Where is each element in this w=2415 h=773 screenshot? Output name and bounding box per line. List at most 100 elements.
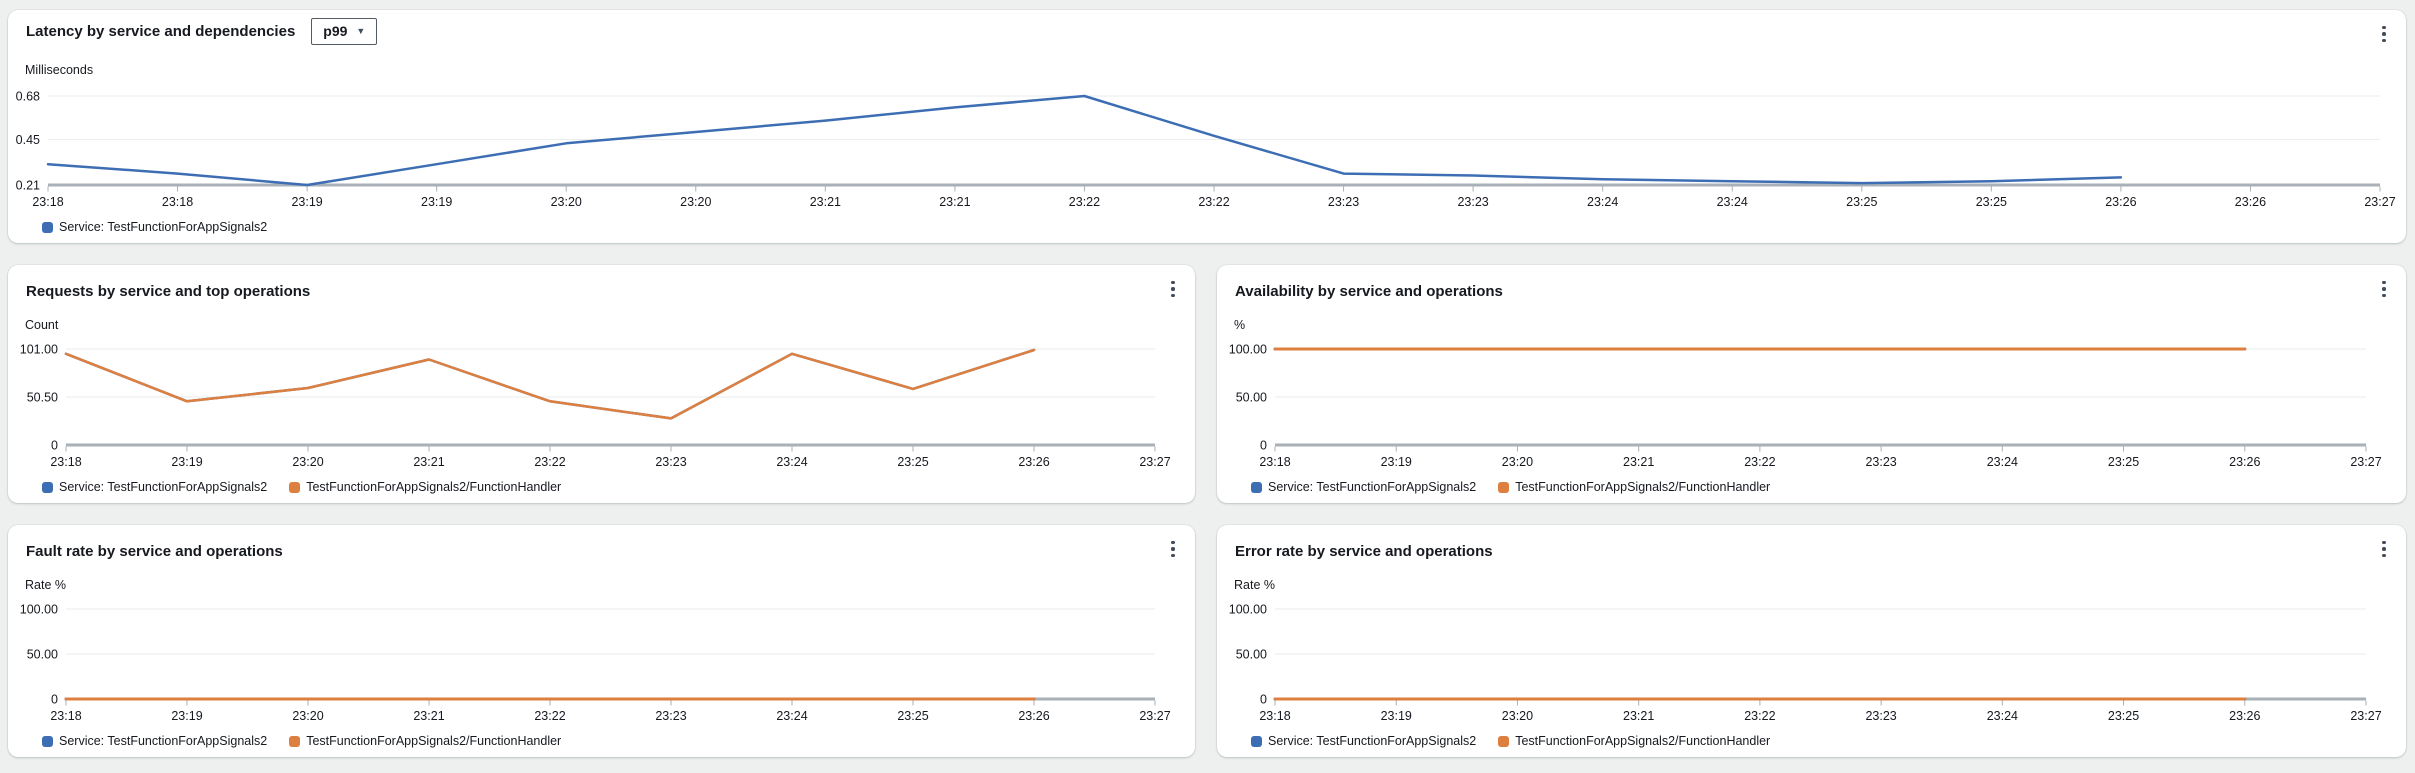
legend-item[interactable]: Service: TestFunctionForAppSignals2: [42, 220, 267, 234]
svg-text:23:19: 23:19: [421, 195, 452, 209]
svg-text:23:21: 23:21: [939, 195, 970, 209]
svg-text:23:22: 23:22: [534, 455, 565, 469]
chart-actions-menu-button[interactable]: [1161, 275, 1185, 303]
legend-swatch: [42, 735, 53, 747]
chart-legend: Service: TestFunctionForAppSignals2 TestF…: [1251, 480, 2386, 494]
svg-text:23:19: 23:19: [1381, 709, 1412, 723]
svg-text:23:23: 23:23: [1328, 195, 1359, 209]
svg-text:23:18: 23:18: [1259, 455, 1290, 469]
requests-chart-card: Requests by service and top operations C…: [8, 265, 1195, 503]
legend-item[interactable]: TestFunctionForAppSignals2/FunctionHandl…: [1498, 480, 1770, 494]
svg-text:0: 0: [51, 439, 58, 453]
chart-legend: Service: TestFunctionForAppSignals2 TestF…: [42, 480, 1175, 494]
svg-text:50.50: 50.50: [27, 391, 58, 405]
chart-title: Error rate by service and operations: [1235, 543, 1493, 560]
svg-text:23:25: 23:25: [897, 455, 928, 469]
svg-text:23:18: 23:18: [1259, 709, 1290, 723]
legend-item[interactable]: TestFunctionForAppSignals2/FunctionHandl…: [1498, 734, 1770, 748]
svg-text:23:27: 23:27: [1139, 455, 1170, 469]
availability-line-chart: 100.00 50.00 0 23:18 23:19 23:20 23:21 23:22 23:…: [1217, 335, 2406, 473]
svg-text:0: 0: [1260, 693, 1267, 707]
svg-text:0.68: 0.68: [16, 90, 40, 104]
svg-text:23:21: 23:21: [413, 455, 444, 469]
chart-actions-menu-button[interactable]: [2372, 535, 2396, 563]
chart-legend: Service: TestFunctionForAppSignals2 TestF…: [1251, 734, 2386, 748]
svg-text:50.00: 50.00: [1236, 648, 1267, 662]
svg-text:23:22: 23:22: [1069, 195, 1100, 209]
svg-text:23:26: 23:26: [1018, 455, 1049, 469]
legend-item[interactable]: TestFunctionForAppSignals2/FunctionHandl…: [289, 480, 561, 494]
svg-text:23:21: 23:21: [810, 195, 841, 209]
svg-text:100.00: 100.00: [20, 603, 58, 617]
svg-text:23:20: 23:20: [292, 455, 323, 469]
svg-text:23:22: 23:22: [1198, 195, 1229, 209]
card-header: Fault rate by service and operations: [26, 543, 1135, 561]
chart-actions-menu-button[interactable]: [2372, 20, 2396, 48]
y-axis-unit-label: Milliseconds: [25, 63, 94, 77]
legend-label: TestFunctionForAppSignals2/FunctionHandl…: [306, 480, 562, 494]
legend-item[interactable]: Service: TestFunctionForAppSignals2: [1251, 734, 1476, 748]
svg-text:23:24: 23:24: [776, 455, 807, 469]
svg-text:23:19: 23:19: [171, 709, 202, 723]
chart-title: Latency by service and dependencies: [26, 22, 296, 40]
fault-rate-chart-card: Fault rate by service and operations Rat…: [8, 525, 1195, 757]
svg-text:23:18: 23:18: [50, 709, 81, 723]
legend-label: Service: TestFunctionForAppSignals2: [59, 480, 268, 494]
availability-chart-card: Availability by service and operations %…: [1217, 265, 2406, 503]
svg-text:23:20: 23:20: [680, 195, 711, 209]
svg-text:23:23: 23:23: [655, 455, 686, 469]
svg-text:23:22: 23:22: [1744, 455, 1775, 469]
svg-text:0: 0: [1260, 439, 1267, 453]
legend-swatch: [42, 221, 53, 233]
svg-text:23:24: 23:24: [1587, 195, 1618, 209]
legend-label: Service: TestFunctionForAppSignals2: [1268, 734, 1477, 748]
svg-text:23:18: 23:18: [50, 455, 81, 469]
card-header: Requests by service and top operations: [26, 283, 1135, 301]
requests-line-chart: 101.00 50.50 0 23:18 23:19 23:20 23:21 23:22 23:…: [8, 335, 1195, 473]
svg-text:0.45: 0.45: [16, 133, 40, 147]
svg-text:0.21: 0.21: [16, 179, 40, 193]
svg-text:23:18: 23:18: [162, 195, 193, 209]
legend-item[interactable]: Service: TestFunctionForAppSignals2: [1251, 480, 1476, 494]
svg-text:23:24: 23:24: [1987, 709, 2018, 723]
legend-swatch: [1498, 735, 1510, 747]
card-header: Error rate by service and operations: [1235, 543, 2346, 561]
svg-text:50.00: 50.00: [1236, 391, 1267, 405]
legend-swatch: [1498, 481, 1510, 493]
card-header: Latency by service and dependencies p99 …: [26, 18, 2346, 45]
svg-text:23:24: 23:24: [1987, 455, 2018, 469]
legend-item[interactable]: Service: TestFunctionForAppSignals2: [42, 734, 267, 748]
latency-line-chart: 0.68 0.45 0.21 23:18 23:18 23:19 23:19 23:20 23:…: [8, 82, 2406, 213]
svg-text:23:21: 23:21: [413, 709, 444, 723]
svg-text:23:20: 23:20: [551, 195, 582, 209]
svg-text:23:26: 23:26: [2235, 195, 2266, 209]
legend-swatch: [289, 735, 301, 747]
chart-title: Availability by service and operations: [1235, 283, 1503, 300]
svg-text:23:27: 23:27: [2350, 455, 2381, 469]
chart-actions-menu-button[interactable]: [1161, 535, 1185, 563]
svg-text:23:27: 23:27: [1139, 709, 1170, 723]
svg-text:23:26: 23:26: [2229, 455, 2260, 469]
percentile-dropdown-value: p99: [323, 23, 348, 39]
svg-text:23:25: 23:25: [1976, 195, 2007, 209]
legend-item[interactable]: Service: TestFunctionForAppSignals2: [42, 480, 267, 494]
svg-text:23:25: 23:25: [2108, 709, 2139, 723]
svg-text:101.00: 101.00: [20, 343, 58, 357]
latency-chart-card: Latency by service and dependencies p99 …: [8, 10, 2406, 243]
legend-label: TestFunctionForAppSignals2/FunctionHandl…: [306, 734, 562, 748]
percentile-dropdown[interactable]: p99 ▼: [311, 18, 378, 45]
svg-text:23:23: 23:23: [655, 709, 686, 723]
svg-text:23:25: 23:25: [1846, 195, 1877, 209]
chart-actions-menu-button[interactable]: [2372, 275, 2396, 303]
svg-text:23:26: 23:26: [2229, 709, 2260, 723]
y-axis-unit-label: Rate %: [25, 578, 66, 592]
svg-text:23:19: 23:19: [1381, 455, 1412, 469]
legend-item[interactable]: TestFunctionForAppSignals2/FunctionHandl…: [289, 734, 561, 748]
svg-text:23:22: 23:22: [1744, 709, 1775, 723]
chevron-down-icon: ▼: [356, 25, 366, 36]
svg-text:23:27: 23:27: [2350, 709, 2381, 723]
svg-text:23:21: 23:21: [1623, 455, 1654, 469]
svg-text:100.00: 100.00: [1229, 603, 1267, 617]
svg-text:23:20: 23:20: [1502, 455, 1533, 469]
svg-text:23:19: 23:19: [171, 455, 202, 469]
